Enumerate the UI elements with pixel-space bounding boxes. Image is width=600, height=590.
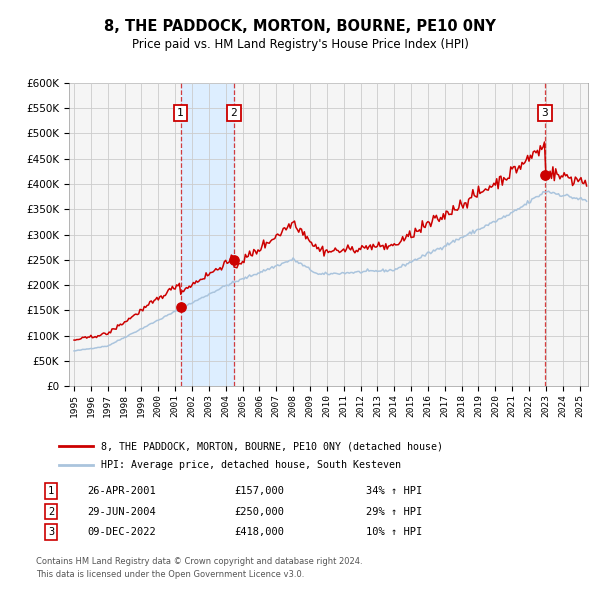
Text: £250,000: £250,000 (234, 507, 284, 516)
Text: 29-JUN-2004: 29-JUN-2004 (87, 507, 156, 516)
Text: This data is licensed under the Open Government Licence v3.0.: This data is licensed under the Open Gov… (36, 571, 304, 579)
Text: 8, THE PADDOCK, MORTON, BOURNE, PE10 0NY (detached house): 8, THE PADDOCK, MORTON, BOURNE, PE10 0NY… (101, 441, 443, 451)
Text: 2: 2 (48, 507, 54, 516)
Point (540, 170, 550, 179)
Text: 29% ↑ HPI: 29% ↑ HPI (366, 507, 422, 516)
Text: 26-APR-2001: 26-APR-2001 (87, 486, 156, 496)
Text: 3: 3 (48, 527, 54, 537)
Text: 34% ↑ HPI: 34% ↑ HPI (366, 486, 422, 496)
Text: 2: 2 (230, 108, 238, 118)
Text: £157,000: £157,000 (234, 486, 284, 496)
Point (176, 302, 185, 312)
Text: 09-DEC-2022: 09-DEC-2022 (87, 527, 156, 537)
Text: 1: 1 (48, 486, 54, 496)
Text: HPI: Average price, detached house, South Kesteven: HPI: Average price, detached house, Sout… (101, 460, 401, 470)
Text: 10% ↑ HPI: 10% ↑ HPI (366, 527, 422, 537)
Text: 8, THE PADDOCK, MORTON, BOURNE, PE10 0NY: 8, THE PADDOCK, MORTON, BOURNE, PE10 0NY (104, 19, 496, 34)
Text: Contains HM Land Registry data © Crown copyright and database right 2024.: Contains HM Land Registry data © Crown c… (36, 558, 362, 566)
Text: 3: 3 (541, 108, 548, 118)
Bar (181, 83, 234, 386)
Text: Price paid vs. HM Land Registry's House Price Index (HPI): Price paid vs. HM Land Registry's House … (131, 38, 469, 51)
Point (229, 255, 239, 264)
Text: £418,000: £418,000 (234, 527, 284, 537)
Text: 1: 1 (177, 108, 184, 118)
